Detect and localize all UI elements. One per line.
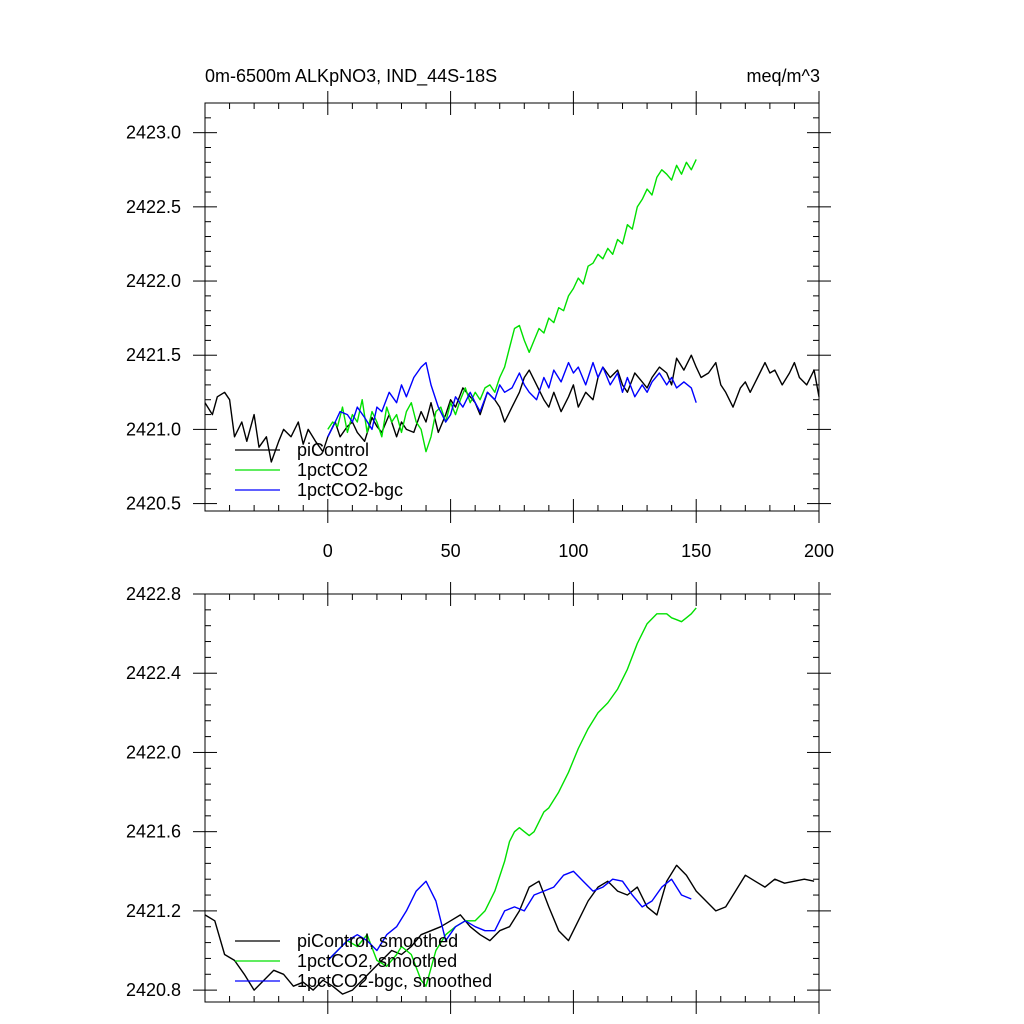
bottom-y-tick-label: 2422.8	[126, 584, 181, 604]
top-plot-frame	[204, 102, 820, 512]
legend-label-1pctCO2-smoothed: 1pctCO2, smoothed	[297, 951, 457, 971]
bottom-y-tick-label: 2422.0	[126, 742, 181, 762]
legend-label-1pctCO2-bgc-smoothed: 1pctCO2-bgc, smoothed	[297, 971, 492, 991]
bottom-series	[204, 607, 815, 995]
top-y-tick-label: 2423.0	[126, 123, 181, 143]
bottom-legend: piControl, smoothed 1pctCO2, smoothed 1p…	[235, 931, 492, 991]
top-y-tick-label: 2422.5	[126, 197, 181, 217]
bottom-y-tick-label: 2421.2	[126, 901, 181, 921]
top-panel: 0m-6500m ALKpNO3, IND_44S-18S meq/m^3 0 5…	[126, 66, 834, 561]
top-y-tick-label: 2420.5	[126, 494, 181, 514]
legend-label-piControl: piControl	[297, 440, 369, 460]
top-x-tick-label: 0	[323, 541, 333, 561]
title-left: 0m-6500m ALKpNO3, IND_44S-18S	[205, 66, 497, 87]
top-series-line-1	[327, 159, 697, 453]
top-x-tick-label: 200	[804, 541, 834, 561]
bottom-panel: 2420.8 2421.2 2421.6 2422.0 2422.4 2422.8 piC…	[126, 582, 831, 1014]
top-axes: 0 50 100 150 200 2420.5 2421.0 2421.5 2422.0 2422…	[126, 91, 834, 561]
bottom-y-tick-label: 2421.6	[126, 822, 181, 842]
legend-label-1pctCO2-bgc: 1pctCO2-bgc	[297, 480, 403, 500]
top-x-tick-label: 150	[681, 541, 711, 561]
top-y-tick-label: 2421.5	[126, 345, 181, 365]
bottom-plot-frame	[204, 593, 820, 1003]
bottom-axes: 2420.8 2421.2 2421.6 2422.0 2422.4 2422.8	[126, 582, 831, 1014]
top-y-tick-label: 2422.0	[126, 271, 181, 291]
top-x-tick-label: 50	[441, 541, 461, 561]
legend-label-piControl-smoothed: piControl, smoothed	[297, 931, 458, 951]
bottom-y-tick-label: 2420.8	[126, 980, 181, 1000]
top-y-tick-label: 2421.0	[126, 419, 181, 439]
bottom-series-line-0	[204, 864, 815, 995]
bottom-series-line-2	[327, 870, 692, 961]
top-series	[204, 159, 820, 463]
bottom-series-line-1	[327, 607, 697, 987]
top-series-line-0	[204, 354, 820, 463]
bottom-y-tick-label: 2422.4	[126, 663, 181, 683]
top-legend: piControl 1pctCO2 1pctCO2-bgc	[235, 440, 403, 500]
title-right: meq/m^3	[747, 66, 820, 86]
top-x-tick-label: 100	[558, 541, 588, 561]
legend-label-1pctCO2: 1pctCO2	[297, 460, 368, 480]
top-series-line-2	[327, 361, 697, 438]
